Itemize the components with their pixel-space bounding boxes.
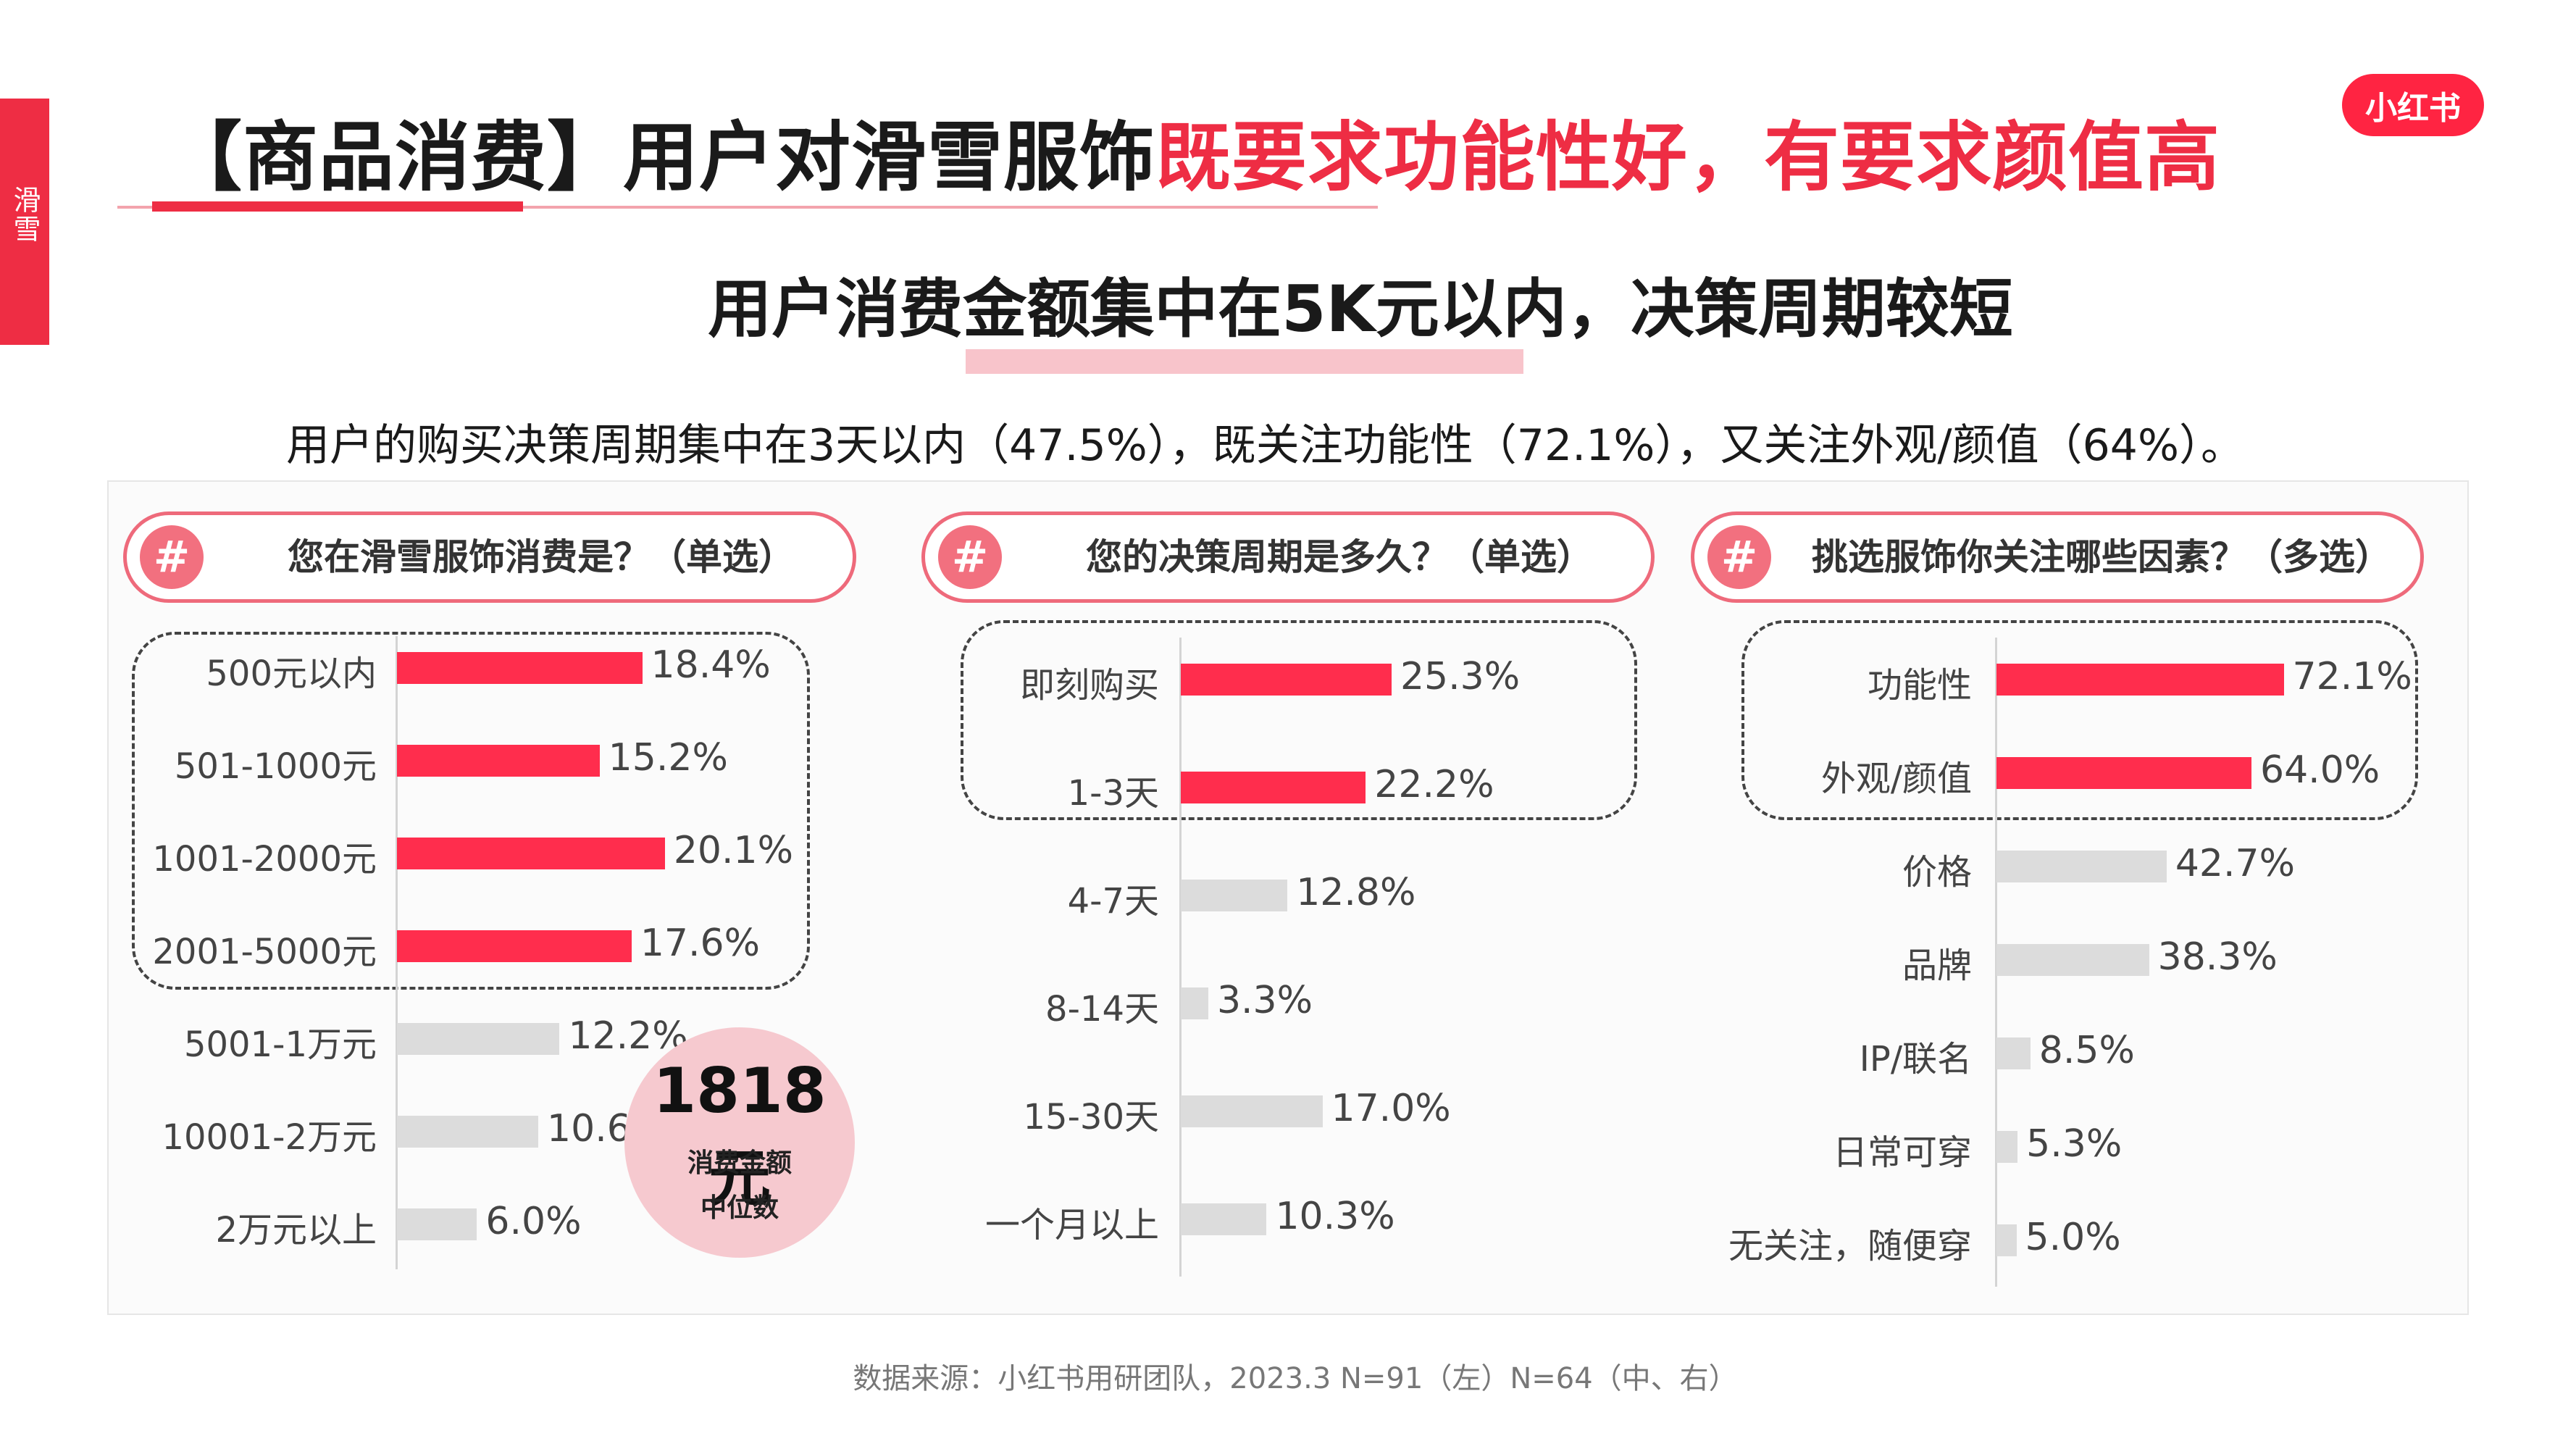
chart-0-value-label: 12.2% [568,1014,688,1058]
data-source-note: 数据来源：小红书用研团队，2023.3 N=91（左）N=64（中、右） [853,1362,1738,1395]
hash-icon: # [938,525,1002,589]
chart-1-bar [1181,772,1366,803]
chart-1-axis [1179,638,1182,1277]
chart-0-category-label: 501-1000元 [174,746,377,787]
median-label-line1: 消费金额 [687,1148,792,1178]
chart-2-bar [1996,944,2149,976]
chart-0-value-label: 20.1% [673,829,794,872]
chart-2-category-label: 品牌 [1902,945,1972,986]
chart-2-header: # 挑选服饰你关注哪些因素？（多选） [1691,511,2424,603]
chart-1-highlight-box [961,620,1637,820]
chart-1-value-label: 17.0% [1331,1087,1451,1130]
chart-0-category-label: 500元以内 [206,653,377,694]
section-subtitle: 用户消费金额集中在5K元以内，决策周期较短 [708,272,2013,346]
title-underline-accent [152,201,523,212]
chart-0-bar [397,930,632,962]
chart-2-category-label: 日常可穿 [1832,1132,1972,1173]
chart-1-value-label: 25.3% [1400,655,1521,698]
chart-2-bar [1996,664,2284,696]
chart-0-axis [396,636,398,1269]
median-label-line2: 中位数 [700,1193,779,1223]
chart-2-category-label: 无关注，随便穿 [1728,1226,1972,1266]
chart-0-category-label: 2万元以上 [215,1210,377,1250]
chart-1-category-label: 4-7天 [1067,881,1159,922]
title-underline [117,206,1378,209]
chart-2-category-label: 功能性 [1867,665,1972,706]
chart-2-title: 挑选服饰你关注哪些因素？（多选） [1812,536,2391,578]
chart-2-bar [1996,1037,2031,1069]
side-category-tab: 滑雪 [0,99,49,345]
chart-2-value-label: 42.7% [2175,842,2296,885]
chart-1-bar [1181,1203,1267,1235]
chart-1-value-label: 12.8% [1296,871,1416,914]
chart-1-value-label: 10.3% [1275,1195,1395,1238]
hash-icon: # [140,525,204,589]
chart-2-value-label: 38.3% [2157,935,2278,979]
chart-1-title: 您的决策周期是多久？（单选） [1086,536,1593,578]
chart-1-category-label: 1-3天 [1067,773,1159,814]
hash-icon: # [1707,525,1771,589]
chart-2-bar [1996,1131,2018,1163]
chart-1-category-label: 15-30天 [1023,1097,1159,1137]
chart-2-value-label: 72.1% [2292,655,2412,698]
chart-2-value-label: 5.0% [2025,1216,2121,1259]
chart-0-bar [397,838,665,869]
chart-2-category-label: IP/联名 [1859,1039,1972,1080]
chart-1-value-label: 3.3% [1216,979,1313,1022]
summary-text: 用户的购买决策周期集中在3天以内（47.5%），既关注功能性（72.1%），又关… [286,420,2244,471]
chart-2-bar [1996,757,2251,789]
page-title-black: 【商品消费】用户对滑雪服饰 [167,113,1156,201]
chart-0-header: # 您在滑雪服饰消费是？（单选） [123,511,856,603]
chart-0-value-label: 18.4% [651,643,771,687]
chart-0-bar [397,745,600,777]
chart-1-category-label: 8-14天 [1045,989,1159,1030]
chart-2-value-label: 5.3% [2026,1122,2123,1166]
median-value: 1818元 [653,1055,827,1215]
chart-1-category-label: 一个月以上 [984,1205,1159,1245]
chart-1-bar [1181,880,1288,911]
chart-0-title: 您在滑雪服饰消费是？（单选） [288,536,795,578]
side-tab-label: 滑雪 [9,185,41,243]
chart-0-category-label: 2001-5000元 [152,932,377,972]
chart-0-bar [397,652,643,684]
chart-0-bar [397,1208,477,1240]
chart-2-bar [1996,1224,2017,1256]
chart-1-bar [1181,987,1208,1019]
chart-1-header: # 您的决策周期是多久？（单选） [921,511,1655,603]
chart-0-highlight-box [132,632,810,990]
xiaohongshu-logo: 小红书 [2342,74,2484,136]
chart-0-bar [397,1116,539,1148]
chart-2-category-label: 价格 [1902,852,1972,893]
subtitle-highlight-bar [966,349,1523,374]
chart-2-highlight-box [1741,620,2418,820]
chart-1-bar [1181,1095,1323,1127]
median-spend-badge: 1818元 消费金额 中位数 [624,1027,855,1258]
chart-1-category-label: 即刻购买 [1019,665,1159,706]
chart-0-bar [397,1023,560,1055]
chart-0-category-label: 10001-2万元 [162,1117,377,1158]
chart-2-axis [1995,638,1997,1287]
page-title: 【商品消费】用户对滑雪服饰既要求功能性好，有要求颜值高 [167,96,2220,205]
charts-panel [107,480,2469,1315]
chart-1-value-label: 22.2% [1374,763,1494,806]
page-title-red: 既要求功能性好，有要求颜值高 [1155,113,2221,201]
chart-2-value-label: 64.0% [2260,748,2380,792]
chart-2-category-label: 外观/颜值 [1820,759,1972,799]
chart-0-category-label: 1001-2000元 [152,839,377,880]
chart-2-bar [1996,851,2167,882]
chart-0-value-label: 17.6% [640,922,761,965]
chart-2-value-label: 8.5% [2038,1029,2135,1072]
chart-1-bar [1181,664,1392,696]
chart-0-value-label: 6.0% [485,1200,582,1243]
chart-0-value-label: 15.2% [608,736,728,780]
chart-0-category-label: 5001-1万元 [183,1024,377,1065]
